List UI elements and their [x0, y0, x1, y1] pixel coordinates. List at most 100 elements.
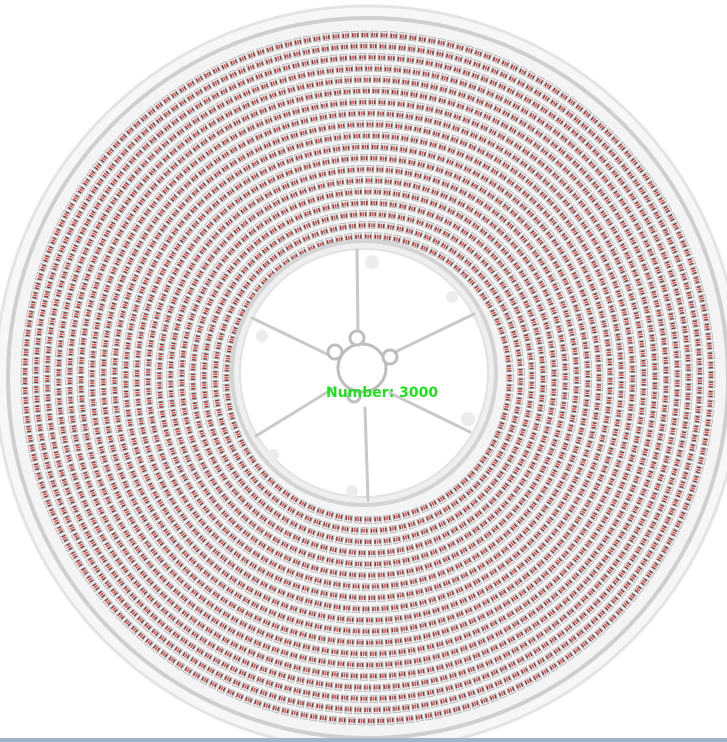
component-pad — [291, 509, 295, 514]
component-pad — [278, 487, 283, 492]
component — [433, 508, 444, 519]
component-pad — [253, 479, 258, 484]
component-pad — [374, 562, 377, 567]
component-pad — [460, 481, 465, 486]
component-pad — [499, 421, 505, 425]
component-marker — [443, 243, 447, 249]
component — [514, 348, 524, 358]
component-pad — [250, 476, 255, 480]
component-pad — [381, 167, 384, 172]
component — [346, 165, 355, 174]
component-marker — [250, 275, 255, 280]
component-pad — [441, 495, 446, 500]
component — [561, 362, 570, 371]
component-pad — [494, 459, 499, 463]
component-marker — [213, 363, 218, 366]
component — [222, 383, 231, 392]
component-pad — [585, 366, 590, 368]
component-pad — [376, 167, 379, 172]
component-pad — [345, 236, 348, 241]
component-marker — [507, 367, 512, 370]
component-pad — [352, 584, 355, 589]
component — [414, 587, 425, 597]
component-marker — [180, 391, 185, 394]
component — [328, 224, 338, 234]
component-pad — [285, 246, 289, 251]
component-pad — [585, 361, 590, 364]
component — [559, 343, 568, 353]
component-marker — [338, 237, 341, 242]
component — [561, 391, 570, 400]
component — [378, 210, 387, 219]
component — [213, 341, 223, 351]
component — [242, 467, 253, 479]
component-pad — [596, 384, 602, 386]
component-pad — [379, 539, 381, 544]
component-pad — [394, 526, 397, 531]
component — [241, 446, 252, 457]
component-pad — [266, 260, 270, 265]
component — [502, 402, 512, 412]
component-pad — [397, 513, 401, 519]
component-marker — [380, 550, 383, 555]
component — [200, 352, 210, 361]
component — [342, 604, 351, 613]
component-marker — [265, 491, 270, 496]
component — [344, 188, 353, 197]
component-pad — [367, 607, 370, 612]
component-pad — [251, 292, 256, 297]
component — [463, 256, 474, 268]
component-marker — [507, 386, 512, 389]
component — [401, 236, 412, 246]
component — [428, 499, 439, 510]
component-marker — [574, 369, 579, 372]
component-marker — [357, 539, 360, 544]
component — [329, 568, 338, 578]
component-marker — [367, 517, 369, 522]
component-pad — [378, 573, 380, 578]
component — [422, 232, 433, 242]
component — [319, 589, 329, 599]
component-pad — [499, 451, 504, 455]
component-pad — [334, 226, 338, 231]
component — [371, 605, 380, 614]
component-marker — [502, 338, 507, 342]
component-pad — [551, 389, 556, 391]
component-pad — [447, 505, 451, 510]
component — [168, 341, 177, 351]
component-marker — [229, 308, 234, 312]
component-pad — [574, 386, 579, 389]
component — [331, 523, 341, 533]
component-pad — [393, 236, 396, 242]
component-pad — [281, 248, 285, 254]
component-marker — [404, 512, 408, 517]
component — [364, 538, 372, 547]
component-pad — [180, 365, 185, 367]
component-pad — [226, 355, 231, 358]
component-pad — [494, 318, 500, 322]
component-marker — [492, 461, 497, 465]
component-pad — [302, 237, 306, 242]
component-pad — [436, 240, 440, 245]
component-pad — [217, 342, 222, 345]
component-marker — [527, 403, 532, 406]
component — [577, 426, 587, 436]
component-pad — [471, 281, 476, 286]
component — [409, 600, 419, 610]
component — [283, 241, 295, 252]
component-marker — [518, 380, 523, 383]
component — [471, 480, 483, 491]
component-marker — [373, 200, 375, 206]
component — [392, 558, 402, 567]
component-marker — [512, 333, 517, 336]
component-marker — [503, 465, 508, 469]
component-marker — [508, 456, 513, 461]
component-marker — [250, 294, 255, 299]
component-pad — [490, 309, 495, 313]
component-pad — [437, 498, 442, 503]
component-pad — [417, 519, 420, 525]
component-pad — [401, 227, 404, 232]
component-pad — [464, 259, 469, 264]
component-pad — [330, 227, 333, 232]
component-pad — [380, 528, 383, 533]
